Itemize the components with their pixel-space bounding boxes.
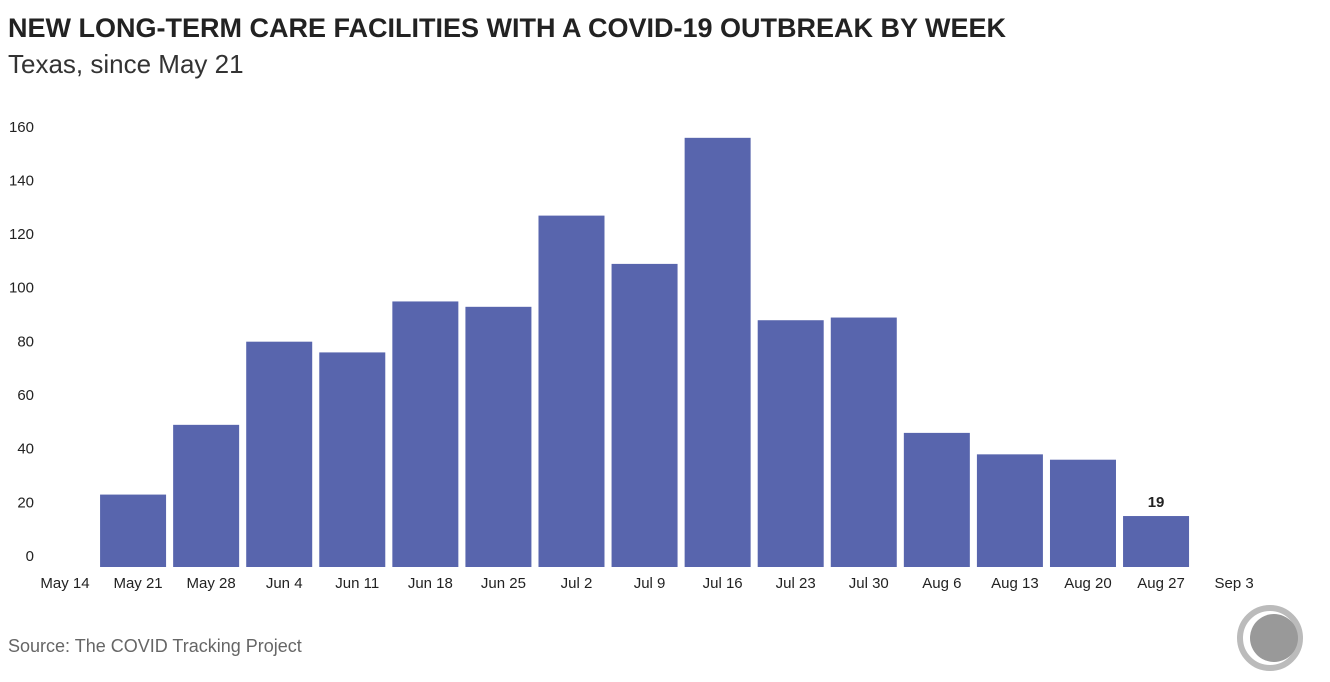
y-tick-label: 160 <box>9 119 34 136</box>
data-label: 19 <box>1148 494 1165 511</box>
x-tick-label: Jul 30 <box>849 575 889 592</box>
bar <box>830 317 897 567</box>
bar <box>100 494 167 567</box>
bar <box>246 341 313 567</box>
y-tick-label: 100 <box>9 280 34 297</box>
x-tick-label: Jun 18 <box>408 575 453 592</box>
x-tick-label: Jun 11 <box>335 575 379 592</box>
y-tick-label: 120 <box>9 226 34 243</box>
bar <box>465 306 532 567</box>
x-tick-label: Jul 2 <box>561 575 593 592</box>
x-tick-label: Aug 20 <box>1064 575 1112 592</box>
bar <box>976 454 1043 567</box>
y-tick-label: 40 <box>17 441 34 458</box>
bar <box>903 432 970 567</box>
x-tick-label: Aug 6 <box>922 575 961 592</box>
x-tick-label: Jul 16 <box>703 575 743 592</box>
x-tick-label: Jun 4 <box>266 575 303 592</box>
y-tick-label: 0 <box>26 548 34 565</box>
x-tick-label: May 28 <box>187 575 236 592</box>
y-tick-label: 80 <box>17 333 34 350</box>
x-tick-label: Jun 25 <box>481 575 526 592</box>
chart-subtitle: Texas, since May 21 <box>8 49 244 79</box>
chart-title: NEW LONG-TERM CARE FACILITIES WITH A COV… <box>8 13 1007 43</box>
bar <box>684 137 751 567</box>
bar <box>319 352 386 567</box>
bar <box>392 301 459 567</box>
x-tick-label: May 14 <box>40 575 89 592</box>
x-tick-label: Jul 23 <box>776 575 816 592</box>
x-tick-label: Sep 3 <box>1215 575 1254 592</box>
logo <box>1237 605 1303 671</box>
x-tick-label: Jul 9 <box>634 575 666 592</box>
bar <box>538 215 605 568</box>
bar <box>173 424 240 567</box>
bar <box>1049 459 1116 567</box>
y-tick-label: 60 <box>17 387 34 404</box>
y-tick-label: 140 <box>9 172 34 189</box>
bar <box>611 263 678 567</box>
source: Source: The COVID Tracking Project <box>8 636 302 656</box>
x-tick-label: Aug 13 <box>991 575 1039 592</box>
x-tick-label: Aug 27 <box>1137 575 1185 592</box>
y-tick-label: 20 <box>17 494 34 511</box>
bar <box>1123 516 1190 567</box>
bar <box>757 320 824 567</box>
x-tick-label: May 21 <box>113 575 162 592</box>
